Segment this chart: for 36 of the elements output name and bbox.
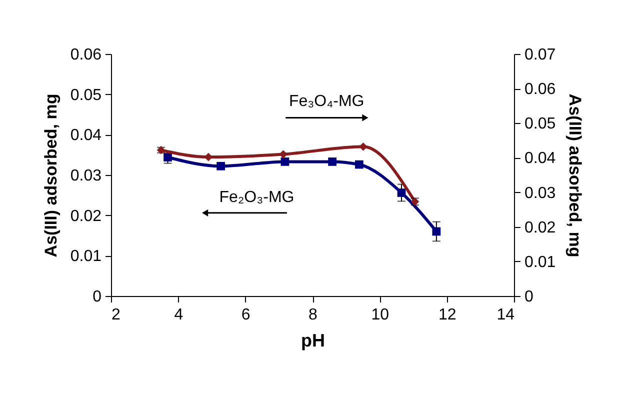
point xyxy=(279,150,288,158)
y-tick-label: 0.01 xyxy=(70,248,102,266)
y-axis-title: As(III) adsorbed, mg xyxy=(41,94,60,258)
y2-tick-label: 0.05 xyxy=(524,116,556,133)
point xyxy=(397,188,406,197)
x-tick-label: 10 xyxy=(371,306,390,324)
point xyxy=(355,160,364,169)
y2-tick-label: 0 xyxy=(524,288,534,306)
point xyxy=(328,158,336,166)
point xyxy=(432,227,441,236)
x-tick-label: 14 xyxy=(496,306,515,324)
y2-tick-label: 0.07 xyxy=(524,46,556,64)
text: Fe₃O₄-MG xyxy=(288,92,364,110)
y2-tick-label: 0.04 xyxy=(524,150,556,168)
y2-tick-label: 0.06 xyxy=(524,81,556,98)
point xyxy=(216,162,225,170)
point xyxy=(280,158,290,166)
point xyxy=(164,153,172,162)
x-tick-label: 12 xyxy=(438,306,456,324)
y-tick-label: 0.03 xyxy=(70,168,102,184)
x-tick-label: 2 xyxy=(112,306,120,324)
y-tick-label: 0.04 xyxy=(70,127,102,144)
x-tick-label: 8 xyxy=(308,306,318,324)
point xyxy=(359,142,368,151)
y-tick-label: 0.02 xyxy=(70,208,102,225)
y2-axis-title: As(III) adsorbed, mg xyxy=(566,94,585,258)
y2-tick-label: 0.01 xyxy=(524,254,556,271)
y-tick-label: 0 xyxy=(92,288,102,306)
y2-tick-label: 0.03 xyxy=(524,184,556,202)
x-tick-label: 6 xyxy=(241,306,250,324)
series-label: Fe₂O₃-MG xyxy=(219,188,294,206)
y-tick-label: 0.05 xyxy=(70,86,102,104)
y-tick-label: 0.06 xyxy=(70,46,102,64)
y2-tick-label: 0.02 xyxy=(524,219,556,236)
x-tick-label: 4 xyxy=(174,306,184,324)
x-axis-title: pH xyxy=(301,330,325,350)
